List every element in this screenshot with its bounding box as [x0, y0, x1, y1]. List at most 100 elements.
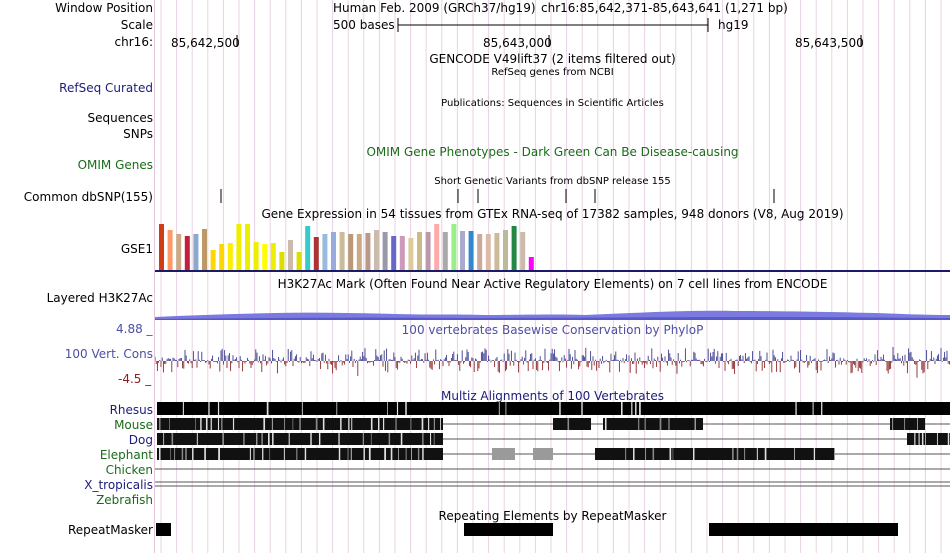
- alignment-block: [157, 433, 443, 445]
- gtex-tissue-bar: [159, 224, 164, 270]
- alignment-gap: [645, 448, 647, 460]
- gtex-tissue-bar: [511, 226, 517, 270]
- alignment-gap: [947, 433, 950, 445]
- alignment-gap: [422, 433, 424, 445]
- alignment-gap: [795, 402, 797, 415]
- alignment-block: [157, 448, 443, 460]
- alignment-gap: [400, 433, 403, 445]
- gtex-tissue-bar: [322, 234, 328, 270]
- species-label-dog[interactable]: Dog: [128, 433, 153, 447]
- gtex-expression-bars[interactable]: [155, 222, 950, 274]
- alignment-gap: [351, 418, 353, 430]
- alignment-gap: [217, 418, 220, 430]
- species-label-zebrafish[interactable]: Zebrafish: [96, 493, 153, 507]
- dbsnp-variants: [220, 189, 775, 203]
- alignment-gap: [196, 433, 198, 445]
- dbsnp-track-label[interactable]: Common dbSNP(155): [23, 190, 153, 204]
- alignment-gap: [621, 402, 623, 415]
- alignment-gap: [296, 448, 298, 460]
- alignment-gap: [163, 433, 165, 445]
- alignment-gap: [284, 418, 286, 430]
- alignment-gap: [505, 402, 507, 415]
- alignment-block: [907, 433, 950, 445]
- alignment-gap: [310, 433, 312, 445]
- alignment-gap: [638, 418, 640, 430]
- alignment-gap: [433, 433, 435, 445]
- ruler-tick-label: 85,642,500: [171, 36, 240, 50]
- alignment-gap: [918, 433, 920, 445]
- alignment-gap: [625, 448, 627, 460]
- sequences-track-label[interactable]: Sequences: [87, 111, 153, 125]
- conservation-max-label: 4.88 _: [116, 322, 153, 336]
- gtex-tissue-bar: [331, 232, 336, 270]
- gtex-tissue-bar: [227, 243, 233, 270]
- alignment-gap: [430, 433, 432, 445]
- gtex-tissue-bar: [356, 234, 362, 270]
- alignment-gap: [736, 448, 739, 460]
- repeatmasker-track-label[interactable]: RepeatMasker: [67, 523, 153, 537]
- alignment-gap: [417, 448, 420, 460]
- conservation-wiggle: [155, 346, 950, 378]
- multiz-track-title: Multiz Alignments of 100 Vertebrates: [440, 389, 665, 403]
- gtex-tissue-bar: [184, 236, 190, 270]
- species-label-x-tropicalis[interactable]: X_tropicalis: [84, 478, 153, 492]
- gtex-tissue-bar: [193, 234, 199, 270]
- alignment-gap: [283, 448, 285, 460]
- alignment-gap: [395, 418, 397, 430]
- position-text[interactable]: chr16:85,642,371-85,643,641 (1,271 bp): [541, 1, 788, 15]
- alignment-gap: [348, 418, 350, 430]
- gtex-tissue-bar: [477, 234, 483, 270]
- gtex-track-label[interactable]: GSE1: [120, 242, 153, 256]
- alignment-gap: [318, 433, 321, 445]
- gtex-tissue-bar: [451, 224, 457, 270]
- alignment-gap: [336, 402, 338, 415]
- alignment-gap: [390, 448, 393, 460]
- species-label-elephant[interactable]: Elephant: [99, 448, 153, 462]
- alignment-gap: [812, 402, 814, 415]
- species-label-chicken[interactable]: Chicken: [105, 463, 153, 477]
- chrom-label: chr16:: [114, 35, 153, 49]
- alignment-block-gray: [492, 448, 515, 460]
- h3k27ac-track-label[interactable]: Layered H3K27Ac: [46, 291, 153, 305]
- alignment-gap: [159, 448, 161, 460]
- omim-track-title: OMIM Gene Phenotypes - Dark Green Can Be…: [366, 145, 739, 159]
- gtex-tissue-bar: [434, 224, 440, 270]
- gtex-tissue-bar: [288, 240, 293, 270]
- species-label-rhesus[interactable]: Rhesus: [109, 403, 153, 417]
- alignment-gap: [581, 402, 583, 415]
- conservation-track-label[interactable]: 100 Vert. Cons: [64, 347, 153, 361]
- alignment-gap: [410, 418, 412, 430]
- alignment-gap: [174, 448, 176, 460]
- alignment-gap: [440, 418, 441, 430]
- alignment-gap: [834, 448, 835, 460]
- label-separator: [154, 0, 155, 553]
- alignment-gap: [261, 433, 263, 445]
- alignment-gap: [384, 448, 387, 460]
- ruler-tick-label: 85,643,500: [795, 36, 864, 50]
- snps-track-label[interactable]: SNPs: [123, 127, 153, 141]
- alignment-gap: [892, 418, 894, 430]
- alignment-gap: [813, 448, 816, 460]
- gtex-tissue-bar: [382, 232, 388, 270]
- gtex-tissue-bar: [485, 234, 491, 270]
- publications-track-title: Publications: Sequences in Scientific Ar…: [441, 98, 664, 109]
- alignment-gap: [794, 448, 795, 460]
- omim-track-label[interactable]: OMIM Genes: [77, 158, 153, 172]
- alignment-gap: [635, 402, 637, 415]
- refseq-track-label[interactable]: RefSeq Curated: [59, 81, 153, 95]
- h3k27ac-signal: [155, 310, 950, 320]
- alignment-gap: [764, 448, 767, 460]
- alignment-gap: [218, 448, 220, 460]
- alignment-gap: [498, 402, 500, 415]
- gtex-tissue-bar: [528, 257, 534, 270]
- gtex-tissue-bar: [305, 226, 311, 270]
- h3k27ac-track-title: H3K27Ac Mark (Often Found Near Active Re…: [277, 277, 828, 291]
- alignment-gap: [363, 448, 365, 460]
- ruler-ticks: [236, 35, 862, 47]
- gtex-tissue-bar: [442, 232, 448, 270]
- alignment-gap: [433, 418, 435, 430]
- species-label-mouse[interactable]: Mouse: [114, 418, 153, 432]
- alignment-gap: [694, 418, 696, 430]
- alignment-gap: [249, 448, 251, 460]
- alignment-gap: [398, 448, 399, 460]
